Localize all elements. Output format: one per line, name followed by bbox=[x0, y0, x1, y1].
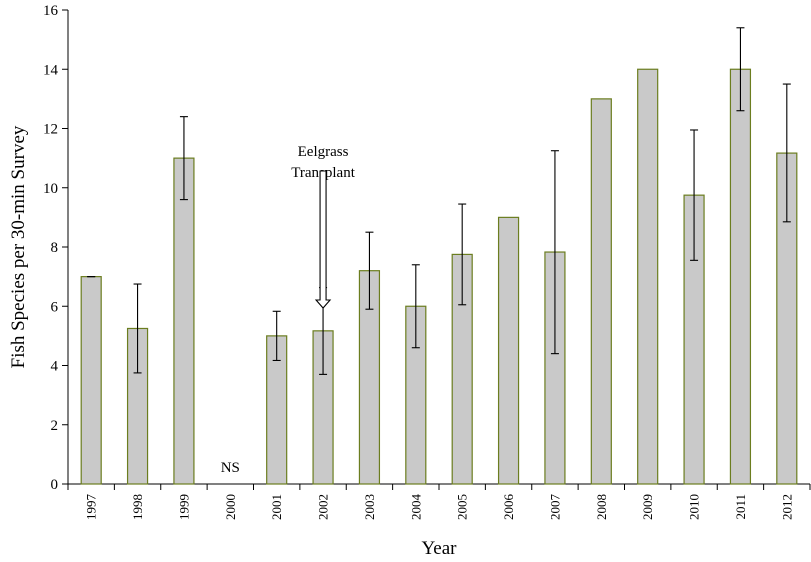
x-tick-label: 1997 bbox=[84, 494, 99, 521]
x-tick-label: 2003 bbox=[362, 494, 377, 520]
error-bar-1999 bbox=[179, 116, 188, 201]
error-bar-2003 bbox=[365, 231, 374, 310]
x-tick-label: 2011 bbox=[733, 494, 748, 520]
y-tick-label: 8 bbox=[51, 240, 59, 256]
bar-1999 bbox=[173, 157, 195, 485]
x-tick-label: 1999 bbox=[176, 494, 191, 520]
bar-2006 bbox=[497, 216, 520, 485]
y-tick-label: 12 bbox=[43, 122, 58, 138]
bar-2009 bbox=[637, 68, 659, 485]
error-bar-2007 bbox=[550, 150, 559, 355]
x-tick-label: 1998 bbox=[130, 494, 145, 520]
y-tick-label: 2 bbox=[51, 418, 59, 434]
x-tick-label: 2007 bbox=[547, 494, 562, 521]
x-tick-label: 2005 bbox=[455, 494, 470, 520]
y-tick-label: 16 bbox=[43, 3, 59, 19]
error-bar-2012 bbox=[782, 83, 791, 223]
error-bar-2001 bbox=[272, 310, 281, 362]
x-tick-label: 2009 bbox=[640, 494, 655, 520]
error-bar-2005 bbox=[458, 203, 467, 306]
x-axis-title: Year bbox=[421, 538, 457, 559]
x-tick-label: 2012 bbox=[779, 494, 794, 520]
annotation-line-1: Eelgrass bbox=[298, 144, 349, 160]
y-tick-label: 4 bbox=[51, 359, 59, 375]
y-tick-label: 6 bbox=[51, 299, 59, 315]
x-tick-label: 2002 bbox=[316, 494, 331, 520]
x-tick-label: 2000 bbox=[223, 494, 238, 520]
bar-2008 bbox=[590, 98, 612, 485]
error-bar-1998 bbox=[133, 283, 142, 374]
error-bar-2010 bbox=[690, 129, 699, 261]
x-ticks: 1997 1998 1999 2000 2001 2002 2003 2004 2005 2006… bbox=[67, 484, 811, 521]
bar-1997 bbox=[80, 276, 102, 485]
x-tick-label: 2006 bbox=[501, 494, 516, 521]
y-tick-label: 0 bbox=[51, 477, 59, 493]
error-bars bbox=[87, 27, 791, 375]
x-tick-label: 2008 bbox=[594, 494, 609, 520]
y-tick-label: 10 bbox=[43, 181, 58, 197]
bar-2011 bbox=[729, 68, 752, 485]
y-ticks: 0 2 4 6 8 10 12 14 16 bbox=[43, 3, 68, 493]
bars bbox=[80, 68, 798, 485]
down-arrow-icon bbox=[314, 170, 332, 309]
error-bar-2004 bbox=[411, 264, 420, 349]
x-tick-label: 2010 bbox=[687, 494, 702, 520]
x-tick-label: 2004 bbox=[408, 494, 423, 521]
eelgrass-transplant-annotation: Eelgrass Transplant bbox=[291, 144, 356, 309]
x-tick-label: 2001 bbox=[269, 494, 284, 520]
y-tick-label: 14 bbox=[43, 62, 59, 78]
error-bar-2011 bbox=[736, 27, 745, 112]
missing-data-label: NS bbox=[221, 460, 240, 476]
y-axis-title: Fish Species per 30-min Survey bbox=[8, 125, 29, 368]
